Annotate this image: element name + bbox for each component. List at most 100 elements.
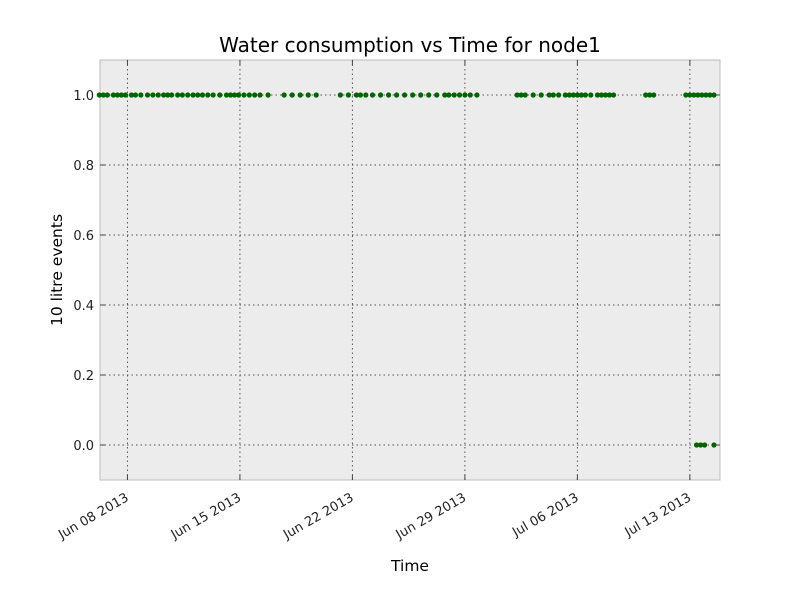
data-point xyxy=(353,92,360,98)
data-point xyxy=(691,92,697,98)
plot-area xyxy=(99,59,721,481)
data-point xyxy=(210,92,216,98)
data-point xyxy=(345,92,352,98)
data-point xyxy=(602,92,609,98)
data-point xyxy=(594,92,601,98)
data-point xyxy=(128,92,135,98)
data-point xyxy=(114,92,121,98)
data-point xyxy=(217,92,223,98)
data-point xyxy=(566,92,572,98)
data-point xyxy=(313,92,319,98)
data-point xyxy=(693,442,700,448)
data-point xyxy=(598,92,605,98)
data-point xyxy=(227,92,234,98)
data-point xyxy=(231,92,238,98)
y-tick-label: 1.0 xyxy=(73,89,94,104)
data-point xyxy=(606,92,613,98)
data-point xyxy=(582,92,589,98)
data-point xyxy=(337,92,343,98)
data-point xyxy=(703,92,709,98)
data-point xyxy=(195,92,201,98)
data-point xyxy=(643,92,649,98)
data-point xyxy=(456,92,463,98)
data-point xyxy=(697,442,704,448)
data-point xyxy=(707,92,713,98)
data-point xyxy=(252,92,258,98)
data-point xyxy=(538,92,544,98)
data-point xyxy=(363,92,369,98)
data-point xyxy=(530,92,536,98)
data-point xyxy=(185,92,191,98)
x-axis-label: Time xyxy=(390,557,429,575)
data-point xyxy=(474,92,480,98)
data-point xyxy=(175,92,181,98)
data-point xyxy=(118,92,125,98)
data-point xyxy=(246,92,252,98)
data-point xyxy=(711,92,717,98)
data-point xyxy=(434,92,440,98)
data-point xyxy=(410,92,416,98)
data-point xyxy=(578,92,585,98)
data-point xyxy=(518,92,524,98)
data-point xyxy=(281,92,287,98)
data-point xyxy=(122,92,129,98)
y-tick-label: 0.0 xyxy=(73,439,94,454)
data-point xyxy=(104,92,110,98)
data-point xyxy=(199,92,206,98)
data-point xyxy=(150,92,156,98)
data-point xyxy=(369,92,376,98)
data-point xyxy=(110,92,116,98)
data-point xyxy=(711,442,717,448)
data-point xyxy=(223,92,230,98)
data-point xyxy=(357,92,364,98)
data-point xyxy=(394,92,400,98)
data-point xyxy=(132,92,139,98)
data-point xyxy=(257,92,263,98)
data-point xyxy=(165,92,171,98)
data-point xyxy=(377,92,384,98)
data-point xyxy=(179,92,185,98)
data-point xyxy=(418,92,424,98)
data-point xyxy=(695,92,701,98)
y-tick-label: 0.4 xyxy=(73,299,94,314)
data-point xyxy=(138,92,144,98)
data-point xyxy=(305,92,311,98)
data-point xyxy=(241,92,247,98)
chart-title: Water consumption vs Time for node1 xyxy=(219,33,601,57)
data-point xyxy=(647,92,653,98)
data-point xyxy=(588,92,594,98)
data-point xyxy=(570,92,576,98)
data-point xyxy=(289,92,295,98)
data-point xyxy=(699,92,705,98)
data-point xyxy=(96,92,102,98)
data-point xyxy=(144,92,151,98)
data-point xyxy=(562,92,568,98)
y-tick-label: 0.2 xyxy=(73,369,94,384)
data-point xyxy=(169,92,175,98)
data-point xyxy=(610,92,617,98)
data-point xyxy=(235,92,242,98)
data-point xyxy=(190,92,196,98)
data-point xyxy=(546,92,552,98)
data-point xyxy=(402,92,408,98)
y-axis-label: 10 litre events xyxy=(48,214,66,326)
data-point xyxy=(550,92,556,98)
data-point xyxy=(574,92,580,98)
data-point xyxy=(467,92,473,98)
data-point xyxy=(155,92,161,98)
data-point xyxy=(297,92,303,98)
data-point xyxy=(451,92,457,98)
data-point xyxy=(556,92,562,98)
data-point xyxy=(446,92,452,98)
data-point xyxy=(426,92,432,98)
data-point xyxy=(205,92,211,98)
data-point xyxy=(265,92,271,98)
data-point xyxy=(702,442,708,448)
data-point xyxy=(161,92,167,98)
data-point xyxy=(683,92,689,98)
y-tick-label: 0.6 xyxy=(73,229,94,244)
data-point xyxy=(442,92,448,98)
data-point xyxy=(462,92,468,98)
data-point xyxy=(651,92,657,98)
